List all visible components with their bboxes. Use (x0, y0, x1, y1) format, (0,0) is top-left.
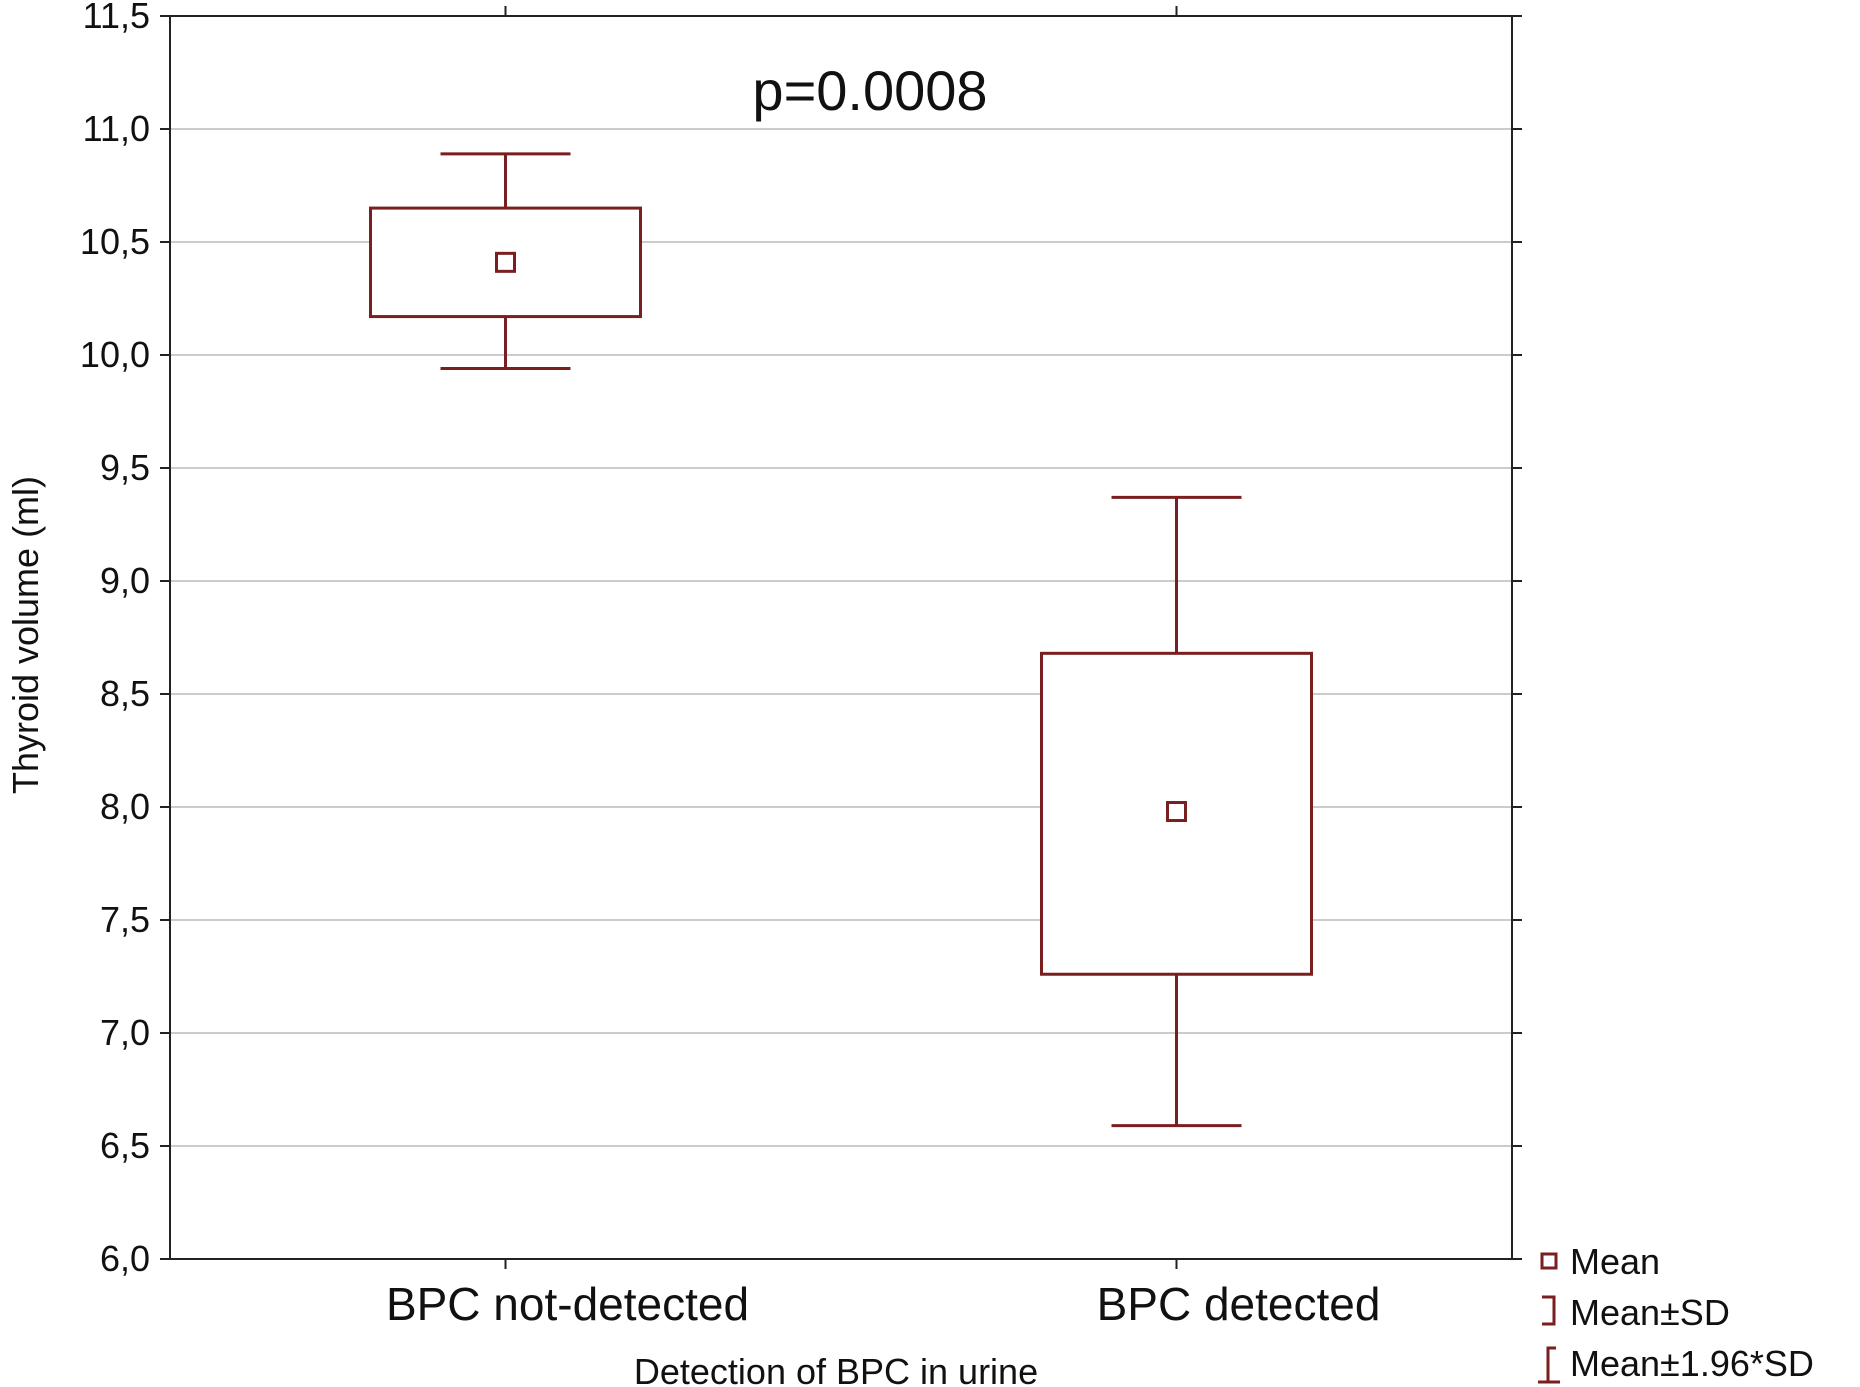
annotation-p-value: p=0.0008 (752, 59, 987, 122)
y-tick-label: 8,0 (100, 786, 150, 827)
legend-label: Mean (1570, 1241, 1660, 1282)
x-category-label: BPC not-detected (386, 1278, 749, 1330)
box-marks (369, 152, 1313, 1128)
y-tick-label: 11,5 (83, 0, 150, 36)
x-category-label: BPC detected (1097, 1278, 1381, 1330)
y-tick-label: 6,5 (100, 1125, 150, 1166)
y-tick-label: 8,5 (100, 673, 150, 714)
plot-frame (169, 15, 1513, 1260)
labels: p=0.0008 Thyroid volume (ml) Detection o… (5, 0, 1380, 1387)
y-axis-title: Thyroid volume (ml) (5, 476, 46, 794)
y-tick-label: 10,0 (80, 334, 150, 375)
y-tick-label: 7,0 (100, 1012, 150, 1053)
y-tick-label: 11,0 (83, 108, 150, 149)
y-tick-label: 9,0 (100, 560, 150, 601)
legend-sd-icon (1542, 1295, 1556, 1326)
y-tick-label: 10,5 (80, 221, 150, 262)
x-axis-title: Detection of BPC in urine (634, 1351, 1038, 1387)
legend: Mean Mean±SD Mean±1.96*SD (1538, 1241, 1814, 1384)
mean-marker (495, 251, 516, 273)
y-tick-label: 6,0 (100, 1238, 150, 1279)
mean-marker (1166, 801, 1187, 823)
legend-label: Mean±SD (1570, 1292, 1730, 1333)
legend-label: Mean±1.96*SD (1570, 1343, 1814, 1384)
grid-lines (170, 128, 1512, 1147)
axes (160, 6, 1522, 1269)
legend-whisker-icon (1538, 1346, 1560, 1384)
legend-mean-icon (1540, 1252, 1558, 1270)
y-tick-label: 7,5 (100, 899, 150, 940)
y-tick-label: 9,5 (100, 447, 150, 488)
